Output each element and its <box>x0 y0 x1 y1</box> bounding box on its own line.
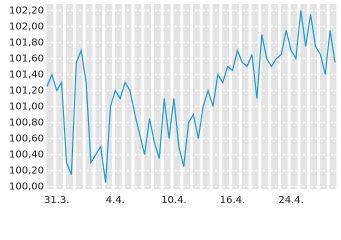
y-tick-label: 101,00 <box>9 102 44 113</box>
y-tick-label: 102,20 <box>9 5 44 16</box>
chart: 100,00 100,20 100,40 100,60 100,80 101,00 101,… <box>9 4 337 206</box>
day-band <box>290 4 298 189</box>
y-tick-label: 102,00 <box>9 21 44 32</box>
day-band <box>251 4 259 189</box>
y-tick-label: 100,40 <box>9 150 44 161</box>
day-band <box>95 4 103 189</box>
day-band <box>271 4 278 189</box>
x-tick-label: 24.4. <box>278 195 303 206</box>
day-band <box>173 4 181 189</box>
day-band <box>300 4 308 189</box>
day-band <box>183 4 191 189</box>
x-tick-label: 10.4. <box>161 195 186 206</box>
price-line <box>46 10 336 183</box>
day-band <box>280 4 288 189</box>
day-band <box>144 4 152 189</box>
x-tick-label: 4.4. <box>106 195 125 206</box>
day-band <box>222 4 230 189</box>
day-band <box>261 4 269 189</box>
x-tick-label: 31.3. <box>44 195 69 206</box>
y-tick-label: 101,20 <box>9 85 44 96</box>
day-band <box>75 4 83 189</box>
y-tick-label: 101,80 <box>9 37 44 48</box>
day-band <box>241 4 249 189</box>
day-band <box>85 4 93 189</box>
day-band <box>66 4 73 189</box>
day-band <box>105 4 112 189</box>
day-band <box>46 4 54 189</box>
day-band <box>319 4 327 189</box>
day-band <box>212 4 220 189</box>
y-tick-label: 100,20 <box>9 166 44 177</box>
x-tick-label: 16.4. <box>220 195 245 206</box>
y-tick-label: 101,40 <box>9 69 44 80</box>
y-tick-label: 100,60 <box>9 134 44 145</box>
day-band <box>56 4 64 189</box>
y-tick-label: 100,00 <box>9 182 44 193</box>
day-band <box>124 4 132 189</box>
day-band <box>329 4 337 189</box>
day-band <box>153 4 161 189</box>
day-band <box>134 4 142 189</box>
y-tick-label: 101,60 <box>9 53 44 64</box>
day-band <box>163 4 171 189</box>
y-tick-label: 100,80 <box>9 118 44 129</box>
day-band <box>232 4 239 189</box>
day-band <box>193 4 200 189</box>
day-band <box>310 4 317 189</box>
